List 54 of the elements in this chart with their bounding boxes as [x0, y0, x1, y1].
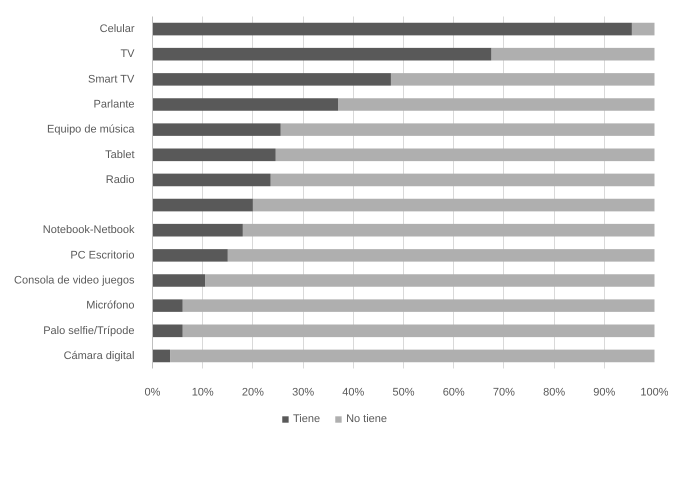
- bar: [152, 324, 183, 338]
- legend-label: Tiene: [292, 413, 320, 425]
- bar: [152, 299, 183, 312]
- bar: [152, 274, 206, 287]
- x-tick-label: 40%: [342, 386, 365, 398]
- y-tick-label: Smart TV: [88, 73, 135, 86]
- y-tick-label: Micrófono: [86, 300, 134, 312]
- x-tick-label: 10%: [192, 386, 214, 398]
- x-tick-label: 90%: [593, 386, 616, 398]
- x-tick-label: 80%: [543, 386, 566, 398]
- y-tick-label: Celular: [100, 23, 135, 36]
- x-tick-label: 50%: [392, 386, 415, 398]
- bar: [242, 224, 654, 236]
- bar: [170, 350, 654, 362]
- legend-label: No tiene: [346, 413, 388, 425]
- y-tick-label: Radio: [106, 174, 135, 186]
- x-tick-label: 70%: [492, 386, 516, 398]
- bar: [182, 299, 654, 312]
- bar: [228, 249, 654, 262]
- bar: [205, 274, 654, 287]
- bar: [390, 73, 654, 86]
- bar: [152, 123, 281, 136]
- bar: [182, 324, 654, 338]
- bar: [152, 98, 338, 111]
- bar: [280, 123, 654, 136]
- x-tick-label: 20%: [242, 386, 264, 398]
- bar: [491, 48, 654, 60]
- y-tick-label: Consola de video juegos: [14, 274, 135, 286]
- bar: [152, 73, 391, 86]
- bar: [152, 198, 253, 212]
- y-tick-label: TV: [120, 48, 136, 60]
- bar: [632, 22, 654, 36]
- bar: [152, 224, 243, 236]
- bar: [338, 98, 654, 111]
- x-tick-label: 30%: [292, 386, 314, 398]
- bar: [152, 174, 270, 186]
- bar: [152, 350, 170, 362]
- y-tick-label: PC Escritorio: [70, 249, 135, 262]
- bar: [152, 22, 632, 36]
- y-tick-label: Notebook-Netbook: [42, 224, 135, 236]
- y-tick-label: Parlante: [94, 98, 135, 110]
- y-tick-label: Palo selfie/Trípode: [43, 324, 135, 337]
- x-tick-label: 60%: [442, 386, 465, 398]
- bar: [270, 174, 654, 186]
- y-tick-label: Tablet: [105, 148, 135, 161]
- x-tick-label: 0%: [144, 386, 161, 398]
- bar: [152, 48, 492, 60]
- y-tick-label: Cámara digital: [64, 350, 134, 362]
- bar: [152, 249, 228, 262]
- x-tick-label: 100%: [640, 386, 669, 398]
- y-tick-label: Equipo de música: [47, 124, 136, 136]
- bar: [275, 148, 654, 162]
- bar: [152, 148, 276, 162]
- bar: [252, 198, 654, 212]
